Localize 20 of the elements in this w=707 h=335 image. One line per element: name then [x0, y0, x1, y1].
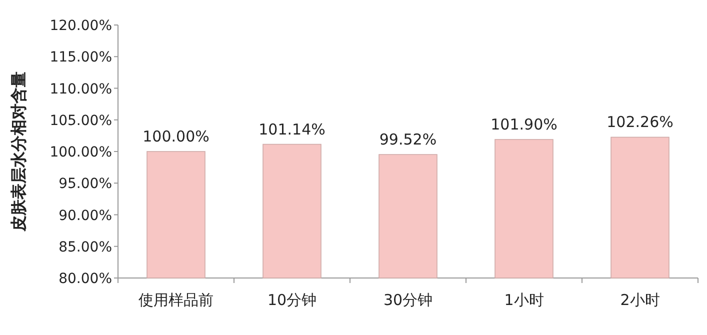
- data-label: 100.00%: [142, 128, 210, 146]
- data-label: 102.26%: [606, 113, 674, 132]
- data-label: 99.52%: [379, 130, 437, 149]
- data-label: 101.90%: [490, 115, 558, 134]
- y-axis-title: 皮肤表层水分相对含量: [9, 72, 28, 232]
- y-tick-label: 115.00%: [50, 50, 112, 66]
- y-tick-label: 80.00%: [58, 271, 112, 287]
- y-tick-label: 100.00%: [50, 144, 112, 160]
- x-tick-label: 30分钟: [383, 291, 433, 309]
- data-label: 101.14%: [258, 120, 326, 138]
- y-tick-label: 85.00%: [58, 239, 112, 256]
- y-tick-label: 120.00%: [50, 18, 112, 34]
- x-tick-label: 10分钟: [267, 291, 317, 309]
- y-tick-label: 110.00%: [50, 81, 112, 98]
- y-tick-label: 90.00%: [58, 208, 112, 224]
- y-tick-label: 105.00%: [50, 112, 112, 129]
- y-tick-label: 95.00%: [58, 176, 112, 192]
- x-tick-label: 2小时: [620, 291, 660, 309]
- x-tick-label: 1小时: [504, 291, 544, 309]
- x-tick-label: 使用样品前: [138, 291, 214, 309]
